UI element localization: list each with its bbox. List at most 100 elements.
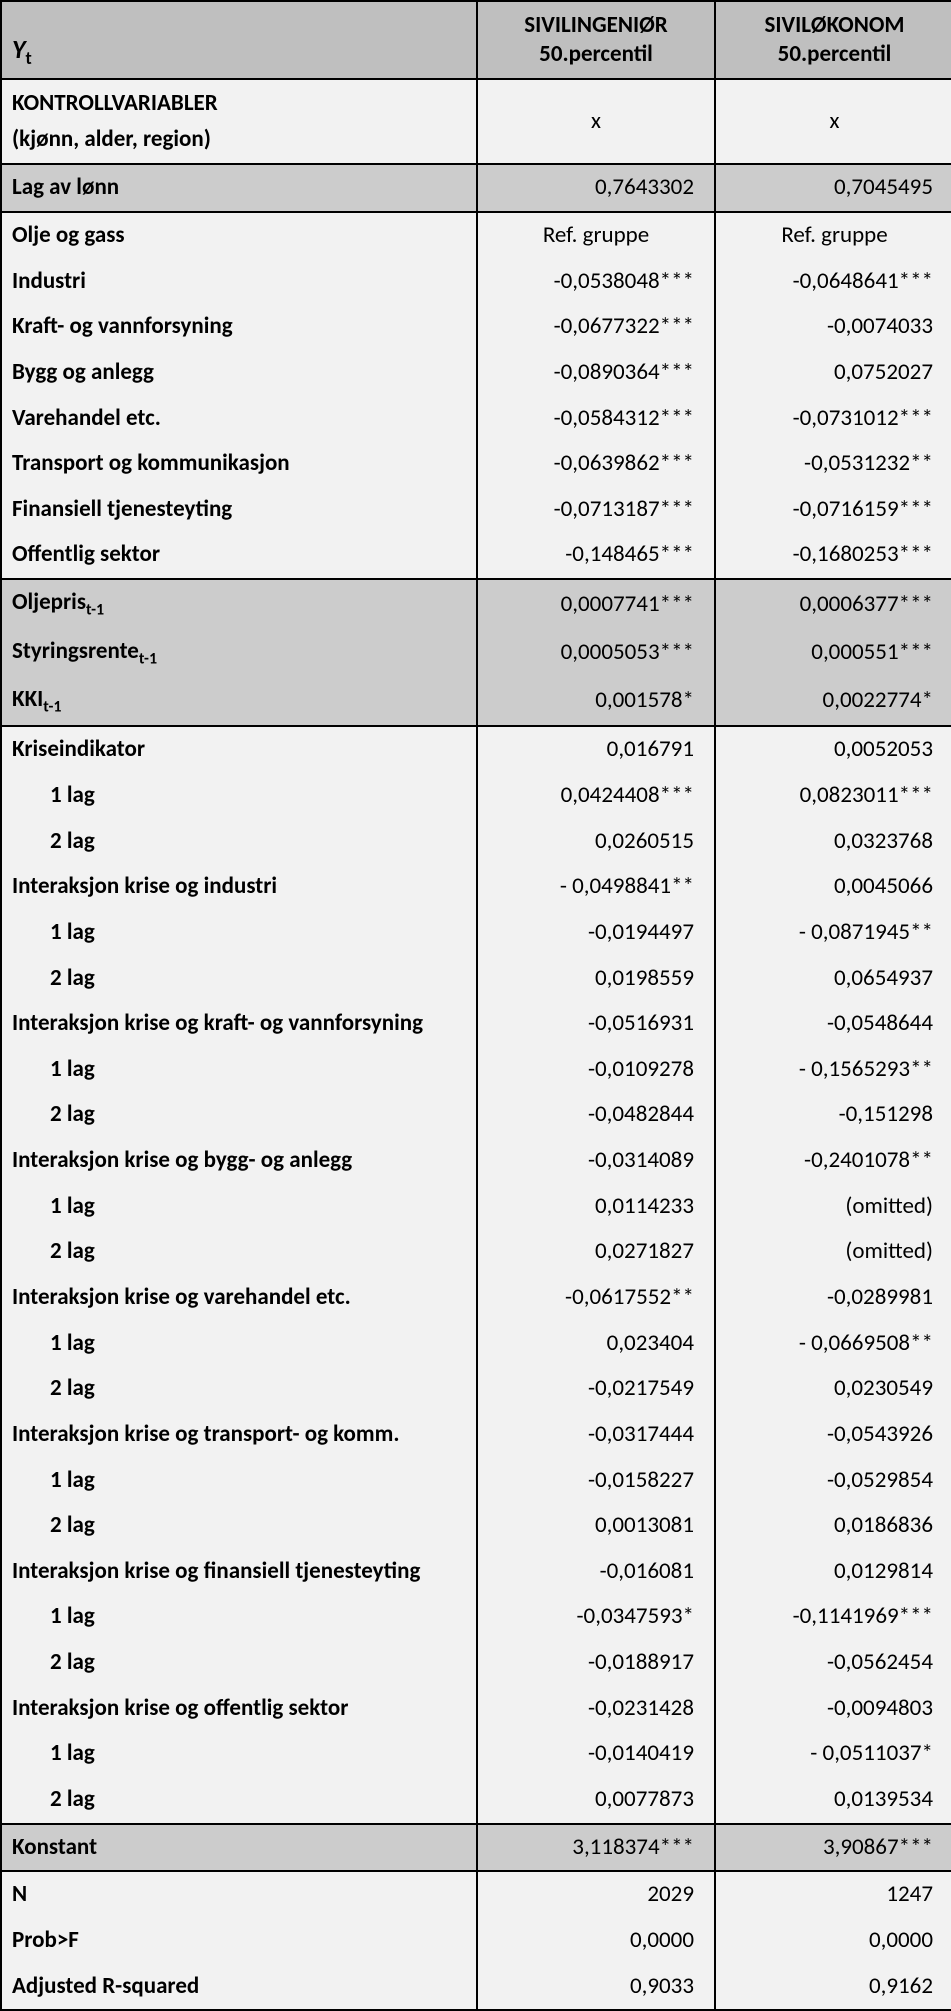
table-row: 1 lag-0,0158227-0,0529854	[2, 1458, 951, 1504]
row-value: -0,0188917	[477, 1640, 715, 1686]
table-header-row: Yt SIVILINGENIØR 50.percentil SIVILØKONO…	[2, 2, 951, 79]
row-value: 0,7643302	[477, 164, 715, 212]
table-row: 2 lag0,01985590,0654937	[2, 956, 951, 1002]
row-value: -0,0648641***	[715, 259, 951, 305]
row-label: Interaksjon krise og kraft- og vannforsy…	[2, 1001, 477, 1047]
table-row: Varehandel etc.-0,0584312***-0,0731012**…	[2, 396, 951, 442]
row-label: Oljeprist-1	[2, 579, 477, 628]
table-row: Lag av lønn0,76433020,7045495	[2, 164, 951, 212]
row-label: 2 lag	[2, 1092, 477, 1138]
row-label: 2 lag	[2, 1777, 477, 1824]
row-value: 0,0000	[477, 1918, 715, 1964]
row-value: - 0,0511037*	[715, 1731, 951, 1777]
table-row: 2 lag0,00130810,0186836	[2, 1503, 951, 1549]
row-value: 0,001578*	[477, 677, 715, 726]
row-value: - 0,0871945**	[715, 910, 951, 956]
table-row: KONTROLLVARIABLER(kjønn, alder, region)x…	[2, 79, 951, 164]
row-value: - 0,0498841**	[477, 864, 715, 910]
header-yt: Yt	[2, 2, 477, 79]
row-value: -0,0639862***	[477, 441, 715, 487]
row-value: 3,118374***	[477, 1824, 715, 1872]
table-row: Interaksjon krise og finansiell tjeneste…	[2, 1549, 951, 1595]
row-value: 0,0045066	[715, 864, 951, 910]
row-label: Prob>F	[2, 1918, 477, 1964]
row-label: Kraft- og vannforsyning	[2, 304, 477, 350]
row-value: 3,90867***	[715, 1824, 951, 1872]
row-value: 0,0077873	[477, 1777, 715, 1824]
row-value: -0,0529854	[715, 1458, 951, 1504]
row-value: -0,0731012***	[715, 396, 951, 442]
row-value: 0,0114233	[477, 1184, 715, 1230]
row-value: -0,0890364***	[477, 350, 715, 396]
table-row: Interaksjon krise og varehandel etc.-0,0…	[2, 1275, 951, 1321]
row-value: -0,0317444	[477, 1412, 715, 1458]
row-label: Interaksjon krise og bygg- og anlegg	[2, 1138, 477, 1184]
row-label: Transport og kommunikasjon	[2, 441, 477, 487]
table-row: KKIt-10,001578*0,0022774*	[2, 677, 951, 726]
row-label: Interaksjon krise og offentlig sektor	[2, 1686, 477, 1732]
table-body: KONTROLLVARIABLER(kjønn, alder, region)x…	[2, 79, 951, 2009]
row-value: -0,0158227	[477, 1458, 715, 1504]
row-value: -0,0482844	[477, 1092, 715, 1138]
table-row: 1 lag-0,0109278- 0,1565293**	[2, 1047, 951, 1093]
row-value: -0,0548644	[715, 1001, 951, 1047]
row-value: 0,0013081	[477, 1503, 715, 1549]
row-value: -0,1141969***	[715, 1594, 951, 1640]
row-label: 2 lag	[2, 1366, 477, 1412]
row-label: 2 lag	[2, 1640, 477, 1686]
row-value: 2029	[477, 1871, 715, 1918]
row-value: -0,0543926	[715, 1412, 951, 1458]
row-value: 0,0139534	[715, 1777, 951, 1824]
row-label: Interaksjon krise og transport- og komm.	[2, 1412, 477, 1458]
table-row: Interaksjon krise og industri- 0,0498841…	[2, 864, 951, 910]
row-value: -0,0289981	[715, 1275, 951, 1321]
row-label: 2 lag	[2, 956, 477, 1002]
row-value: 0,0129814	[715, 1549, 951, 1595]
row-value: 0,0022774*	[715, 677, 951, 726]
row-value: 0,023404	[477, 1321, 715, 1367]
row-value: -0,0140419	[477, 1731, 715, 1777]
row-value: x	[715, 79, 951, 164]
header-col1: SIVILINGENIØR 50.percentil	[477, 2, 715, 79]
row-label: Lag av lønn	[2, 164, 477, 212]
table-row: Kriseindikator0,0167910,0052053	[2, 726, 951, 773]
table-row: Oljeprist-10,0007741***0,0006377***	[2, 579, 951, 628]
row-value: -0,0584312***	[477, 396, 715, 442]
row-value: - 0,1565293**	[715, 1047, 951, 1093]
row-label: 1 lag	[2, 1458, 477, 1504]
table-row: 1 lag0,0114233(omitted)	[2, 1184, 951, 1230]
row-value: (omitted)	[715, 1229, 951, 1275]
row-value: -0,1680253***	[715, 532, 951, 579]
table-row: Kraft- og vannforsyning-0,0677322***-0,0…	[2, 304, 951, 350]
row-value: -0,0713187***	[477, 487, 715, 533]
table-row: Olje og gassRef. gruppeRef. gruppe	[2, 212, 951, 259]
table-row: 2 lag0,0271827(omitted)	[2, 1229, 951, 1275]
row-value: -0,0231428	[477, 1686, 715, 1732]
row-value: -0,0109278	[477, 1047, 715, 1093]
row-value: 0,0823011***	[715, 773, 951, 819]
table-row: Finansiell tjenesteyting-0,0713187***-0,…	[2, 487, 951, 533]
row-label: 1 lag	[2, 1594, 477, 1640]
table-row: Konstant3,118374***3,90867***	[2, 1824, 951, 1872]
row-value: -0,0716159***	[715, 487, 951, 533]
table-row: Interaksjon krise og kraft- og vannforsy…	[2, 1001, 951, 1047]
row-value: -0,0094803	[715, 1686, 951, 1732]
row-label: N	[2, 1871, 477, 1918]
row-value: 0,9162	[715, 1964, 951, 2010]
row-label: Adjusted R-squared	[2, 1964, 477, 2010]
row-value: -0,0538048***	[477, 259, 715, 305]
table-row: Interaksjon krise og transport- og komm.…	[2, 1412, 951, 1458]
row-value: -0,0617552**	[477, 1275, 715, 1321]
row-label: 1 lag	[2, 1731, 477, 1777]
row-label: Styringsrentet-1	[2, 629, 477, 677]
row-value: -0,0314089	[477, 1138, 715, 1184]
row-value: -0,148465***	[477, 532, 715, 579]
table-row: 2 lag0,00778730,0139534	[2, 1777, 951, 1824]
row-label: Interaksjon krise og varehandel etc.	[2, 1275, 477, 1321]
row-label: 2 lag	[2, 1229, 477, 1275]
row-value: 0,0260515	[477, 819, 715, 865]
row-value: 0,016791	[477, 726, 715, 773]
table-row: 1 lag-0,0140419- 0,0511037*	[2, 1731, 951, 1777]
row-value: Ref. gruppe	[477, 212, 715, 259]
row-label: Offentlig sektor	[2, 532, 477, 579]
